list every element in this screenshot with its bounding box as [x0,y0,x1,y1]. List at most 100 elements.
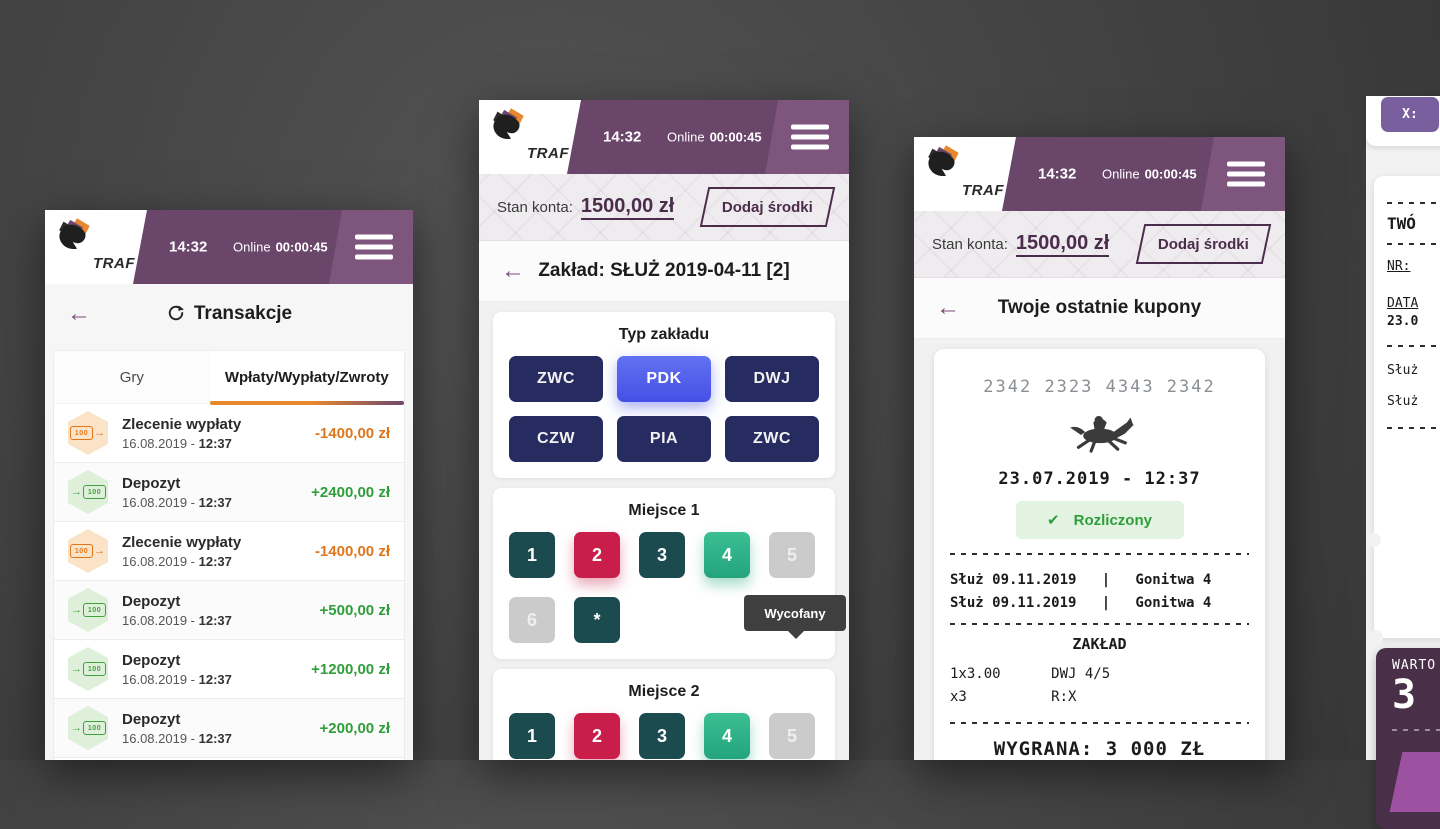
brand-text: TRAF [93,255,135,272]
place1-card: Miejsce 1 1 2 3 4 5 6 * [493,488,835,659]
back-button[interactable]: ← [67,300,91,327]
divider [950,553,1249,555]
tab-wplaty-wyplaty-zwroty[interactable]: Wpłaty/Wypłaty/Zwroty [209,351,404,405]
race-line: Służ 09.11.2019 | Gonitwa 4 [950,595,1212,612]
phone-coupons: TRAF 14:32 Online 00:00:45 Stan konta: 15… [914,137,1285,760]
bet-type-zwc[interactable]: ZWC [509,356,603,402]
number-4-selected[interactable]: 4 [704,532,750,578]
number-2-selected[interactable]: 2 [574,713,620,759]
app-header: TRAF 14:32 Online 00:00:45 [45,210,413,284]
hamburger-menu-icon[interactable] [1227,157,1265,192]
transaction-row[interactable]: 100 → Zlecenie wypłaty 16.08.2019 - 12:37… [54,404,404,463]
number-6-disabled: 6 [509,597,555,643]
receipt-date-value: 23.0 [1387,314,1419,329]
number-any[interactable]: * [574,597,620,643]
number-4-selected[interactable]: 4 [704,713,750,759]
horse-logo-icon [493,108,524,139]
bet-line: x3 R:X [950,688,1077,705]
deposit-icon: → 100 [68,470,108,514]
withdrawal-icon: 100 → [68,529,108,573]
rx-chip-button[interactable]: X: [1381,97,1439,132]
balance-bar: Stan konta: 1500,00 zł Dodaj środki [479,174,849,241]
balance-value[interactable]: 1500,00 zł [1015,232,1110,257]
bet-type-czw[interactable]: CZW [509,416,603,462]
coupon-receipt-partial[interactable]: TWÓ NR: DATA 23.0 Służ Służ [1374,176,1440,638]
bet-line: 1x3.00 DWJ 4/5 [950,666,1111,683]
refresh-icon[interactable] [166,303,186,323]
transaction-row[interactable]: → 100 Depozyt 16.08.2019 - 12:37 +2400,00… [54,463,404,522]
coupon-card[interactable]: 2342 2323 4343 2342 23.07.2019 - 12:37 [934,349,1265,760]
status-text: Rozliczony [1073,511,1152,529]
divider [1387,202,1440,204]
ticket-action-button[interactable] [1389,752,1440,812]
coupon-datetime: 23.07.2019 - 12:37 [998,469,1201,489]
race-line: Służ [1387,363,1419,378]
balance-label: Stan konta: [497,198,573,216]
title-row: ← Twoje ostatnie kupony [914,278,1285,339]
ticket-value-label: WARTO [1392,658,1437,673]
add-funds-button[interactable]: Dodaj środki [699,187,836,227]
place2-label: Miejsce 2 [628,683,700,700]
win-amount: WYGRANA: 3 000 ZŁ [993,737,1206,760]
value-ticket: WARTO 3 [1376,648,1440,829]
number-5-disabled: 5 [769,713,815,759]
ticket-notch [1369,630,1383,644]
tab-gry[interactable]: Gry [54,351,210,403]
check-icon: ✔ [1047,511,1060,529]
balance-value[interactable]: 1500,00 zł [580,195,675,220]
bet-type-grid: ZWC PDK DWJ CZW PIA ZWC [509,356,819,462]
ticket-notch [1367,533,1381,547]
brand-text: TRAF [527,145,569,162]
transaction-row[interactable]: → 100 Depozyt 16.08.2019 - 12:37 +200,00 … [54,699,404,758]
hamburger-menu-icon[interactable] [355,230,393,265]
active-tab-underline [209,401,404,405]
bet-type-pdk-selected[interactable]: PDK [617,356,711,402]
transaction-row[interactable]: 100 → Zlecenie wypłaty 16.08.2019 - 12:37… [54,522,404,581]
deposit-icon: → 100 [68,647,108,691]
withdrawn-tooltip: Wycofany [744,595,846,639]
traf-logo: TRAF [55,216,147,278]
transaction-amount: +200,00 zł [319,719,390,737]
clock-time: 14:32 [1038,165,1077,183]
app-header: TRAF 14:32 Online 00:00:45 [914,137,1285,211]
bet-type-pia[interactable]: PIA [617,416,711,462]
phone-transactions: TRAF 14:32 Online 00:00:45 ← Transakcje G… [45,210,413,760]
transaction-row[interactable]: → 100 Depozyt 16.08.2019 - 12:37 +500,00 … [54,581,404,640]
hamburger-menu-icon[interactable] [791,120,829,155]
receipt-date-label: DATA [1387,296,1419,311]
online-status: Online 00:00:45 [667,129,762,145]
number-3[interactable]: 3 [639,532,685,578]
app-header: TRAF 14:32 Online 00:00:45 [479,100,849,174]
place2-numbers: 1 2 3 4 5 6 * [509,713,819,760]
bet-type-dwj[interactable]: DWJ [725,356,819,402]
bet-type-card: Typ zakładu ZWC PDK DWJ CZW PIA ZWC [493,312,835,478]
traf-logo: TRAF [489,106,581,168]
bet-type-label: Typ zakładu [618,326,710,343]
deposit-icon: → 100 [68,706,108,750]
place1-label: Miejsce 1 [628,502,700,519]
receipt-header: TWÓ [1387,214,1416,233]
horse-jockey-icon [950,411,1249,461]
header-bar: 14:32 Online 00:00:45 [133,210,413,284]
selector-card: X: [1366,96,1440,146]
online-status: Online 00:00:45 [233,239,328,255]
bet-type-zwc2[interactable]: ZWC [725,416,819,462]
transaction-amount: +500,00 zł [319,601,390,619]
status-badge: ✔ Rozliczony [1015,501,1184,539]
add-funds-button[interactable]: Dodaj środki [1135,224,1272,264]
back-button[interactable]: ← [501,257,525,284]
online-status: Online 00:00:45 [1102,166,1197,182]
number-3[interactable]: 3 [639,713,685,759]
deposit-icon: → 100 [68,588,108,632]
divider [950,721,1249,724]
number-1[interactable]: 1 [509,713,555,759]
transaction-amount: +2400,00 zł [311,483,390,501]
header-bar: 14:32 Online 00:00:45 [1002,137,1285,211]
title-row: ← Transakcje [45,284,413,344]
number-2-selected[interactable]: 2 [574,532,620,578]
back-button[interactable]: ← [936,294,960,321]
clock-time: 14:32 [169,238,208,256]
transaction-row[interactable]: → 100 Depozyt 16.08.2019 - 12:37 +1200,00… [54,640,404,699]
number-1[interactable]: 1 [509,532,555,578]
page-title: Twoje ostatnie kupony [997,297,1202,318]
